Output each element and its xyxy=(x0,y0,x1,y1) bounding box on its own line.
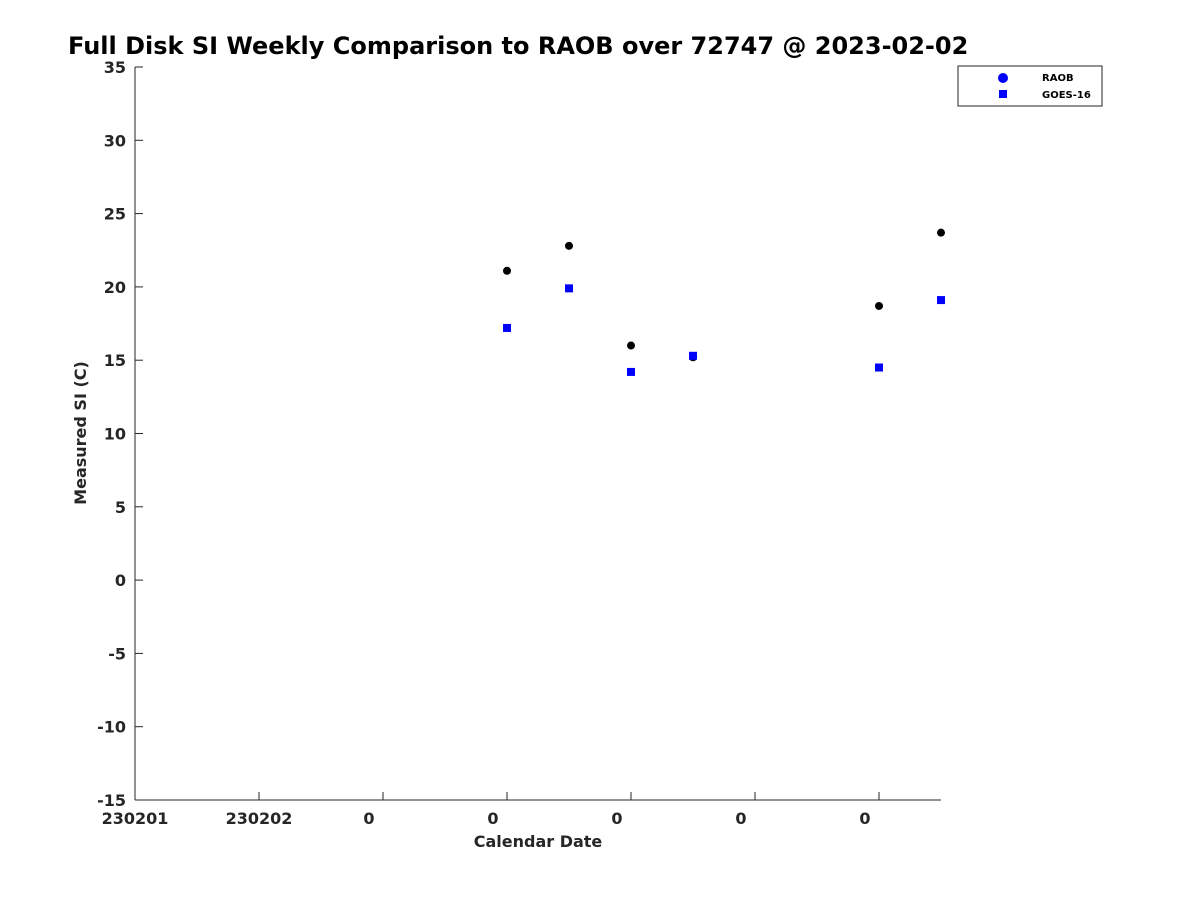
y-axis-label: Measured SI (C) xyxy=(71,361,90,505)
y-axis-ticks: -15 -10 -5 0 5 10 15 20 25 30 35 xyxy=(97,58,143,810)
legend-goes-16-label: GOES-16 xyxy=(1042,90,1091,101)
raob-point xyxy=(503,266,511,275)
raob-point xyxy=(565,241,573,250)
goes-16-point xyxy=(565,284,573,293)
y-tick-label: 20 xyxy=(104,278,126,297)
x-tick-label: 0 xyxy=(611,809,622,828)
y-tick-label: 0 xyxy=(115,571,126,590)
x-tick-label: 230202 xyxy=(226,809,293,828)
y-tick-label: -5 xyxy=(108,644,126,663)
goes-16-point xyxy=(875,363,883,372)
x-axis-ticks: 230201 230202 0 0 0 0 0 xyxy=(102,792,880,828)
chart-title: Full Disk SI Weekly Comparison to RAOB o… xyxy=(68,32,968,60)
x-tick-label: 0 xyxy=(735,809,746,828)
x-tick-label: 0 xyxy=(859,809,870,828)
raob-point xyxy=(937,228,945,237)
legend: RAOB GOES-16 xyxy=(957,65,1103,107)
legend-raob-marker xyxy=(998,73,1008,83)
legend-goes-16-marker xyxy=(999,90,1007,98)
y-tick-label: 30 xyxy=(104,131,126,150)
raob-point xyxy=(627,341,635,350)
y-tick-label: -15 xyxy=(97,791,126,810)
x-axis-label: Calendar Date xyxy=(474,832,603,851)
x-tick-label: 0 xyxy=(363,809,374,828)
raob-point xyxy=(875,301,883,310)
goes-16-point xyxy=(627,367,635,376)
goes-16-point xyxy=(503,323,511,332)
legend-raob-label: RAOB xyxy=(1042,73,1074,84)
y-tick-label: -10 xyxy=(97,718,126,737)
y-tick-label: 25 xyxy=(104,205,126,224)
x-tick-label: 230201 xyxy=(102,809,169,828)
y-tick-label: 5 xyxy=(115,498,126,517)
y-tick-label: 35 xyxy=(104,58,126,77)
y-tick-label: 10 xyxy=(104,425,126,444)
y-tick-label: 15 xyxy=(104,351,126,370)
data-markers xyxy=(503,228,945,376)
legend-box xyxy=(957,65,1103,107)
x-tick-label: 0 xyxy=(487,809,498,828)
goes-16-point xyxy=(937,296,945,305)
goes-16-point xyxy=(689,351,697,360)
plot-area: -15 -10 -5 0 5 10 15 20 25 30 35 230201 230202 0 0 0 0 0 xyxy=(97,58,945,828)
